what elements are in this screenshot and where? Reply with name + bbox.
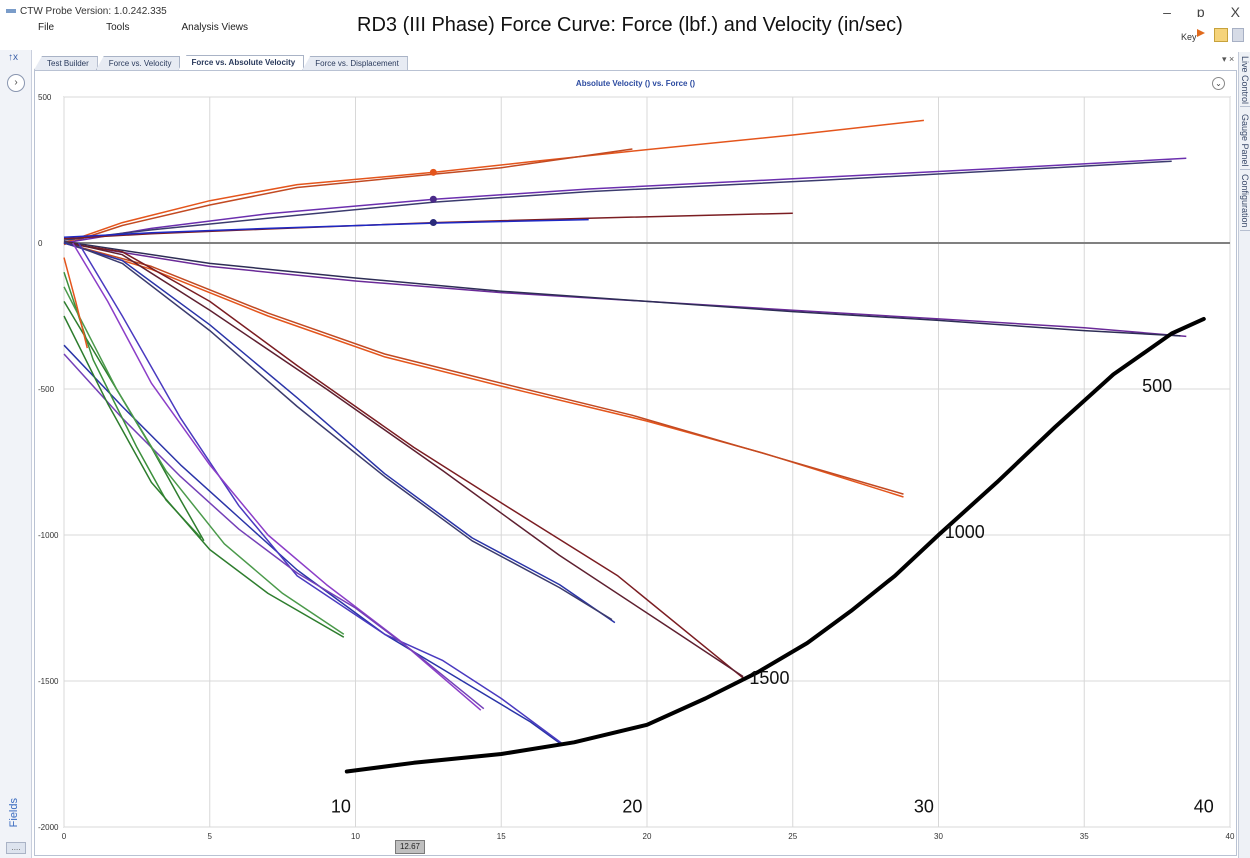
- y-tick-label: -2000: [38, 823, 59, 832]
- annotation-label: 30: [914, 796, 934, 816]
- series-line-4: [63, 160, 1172, 241]
- configuration-tab[interactable]: Configuration: [1240, 172, 1250, 231]
- restore-button[interactable]: ɒ: [1196, 4, 1205, 20]
- live-control-tab[interactable]: Live Control: [1240, 54, 1250, 108]
- series-line-13: [63, 242, 616, 624]
- series-line-8: [63, 240, 1181, 337]
- chart-panel: [34, 70, 1237, 856]
- x-tick-label: 0: [62, 832, 67, 841]
- series-line-2: [63, 148, 633, 246]
- pin-icon[interactable]: ↑x: [8, 52, 18, 63]
- series-line-10: [63, 242, 904, 495]
- annotation-label: 1000: [945, 522, 985, 542]
- series-line-7: [63, 242, 1187, 338]
- x-tick-label: 25: [788, 832, 797, 841]
- gauge-panel-tab[interactable]: Gauge Panel: [1240, 112, 1250, 170]
- app-title-text: CTW Probe Version: 1.0.242.335: [20, 6, 167, 17]
- annotations: 500 1000 1500 10 20 30 40: [331, 376, 1214, 816]
- series-line-15: [63, 344, 563, 746]
- series-marker-3: [429, 219, 437, 227]
- series-line-14: [63, 240, 613, 621]
- menu-file[interactable]: File: [38, 22, 55, 33]
- x-tick-label: 40: [1226, 832, 1235, 841]
- series-line-3: [63, 157, 1187, 244]
- app-title: CTW Probe Version: 1.0.242.335: [6, 6, 167, 17]
- right-panel: [1238, 52, 1250, 858]
- menu-tools[interactable]: Tools: [106, 22, 130, 33]
- close-button[interactable]: X: [1230, 4, 1240, 20]
- series-line-11: [63, 242, 744, 679]
- series-line-16: [77, 242, 563, 745]
- y-tick-label: -500: [38, 385, 55, 394]
- y-tick-label: 0: [38, 239, 43, 248]
- cursor-readout[interactable]: 12.67: [395, 840, 425, 854]
- annotation-label: 10: [331, 796, 351, 816]
- view-tabs: Test Builder Force vs. Velocity Force vs…: [34, 55, 408, 70]
- x-tick-label: 15: [497, 832, 506, 841]
- chart-title: Absolute Velocity () vs. Force (): [575, 79, 696, 88]
- annotation-label: 500: [1142, 376, 1172, 396]
- minimize-button[interactable]: –: [1163, 4, 1171, 20]
- x-tick-label: 5: [208, 832, 213, 841]
- tab-menu-icons[interactable]: ▾ ×: [1222, 54, 1235, 64]
- chart-grid: [63, 96, 1231, 828]
- annotation-label: 40: [1194, 796, 1214, 816]
- annotation-curve: [344, 316, 1206, 774]
- series-line-18: [63, 353, 485, 710]
- toolbar-save-icon[interactable]: [1214, 28, 1228, 42]
- annotation-label: 1500: [749, 668, 789, 688]
- x-axis-ticks: 0 5 10 15 20 25 30 35 40: [62, 832, 1235, 841]
- app-logo-icon: [6, 9, 16, 14]
- overlay-title: RD3 (III Phase) Force Curve: Force (lbf.…: [357, 14, 903, 36]
- left-panel: [0, 50, 32, 858]
- x-tick-label: 30: [934, 832, 943, 841]
- chart-series: [63, 119, 1187, 746]
- series-line-23: [63, 257, 89, 349]
- chart-markers: [429, 168, 437, 227]
- x-tick-label: 10: [351, 832, 360, 841]
- y-axis-ticks: 500 0 -500 -1000 -1500 -2000: [38, 93, 59, 832]
- menu-analysis-views[interactable]: Analysis Views: [181, 22, 248, 33]
- flag-icon[interactable]: [1197, 29, 1205, 37]
- toolbar-document-icon[interactable]: [1232, 28, 1244, 42]
- y-tick-label: 500: [38, 93, 52, 102]
- expand-panel-button[interactable]: ›: [7, 74, 25, 92]
- x-tick-label: 35: [1080, 832, 1089, 841]
- series-line-20: [63, 271, 202, 539]
- chart-collapse-button[interactable]: ⌄: [1212, 77, 1225, 90]
- annotation-curve-line: [344, 316, 1206, 774]
- series-line-12: [63, 240, 744, 678]
- series-line-21: [63, 315, 345, 638]
- series-marker-2: [429, 195, 437, 203]
- y-tick-label: -1000: [38, 531, 59, 540]
- left-panel-more-button[interactable]: ....: [6, 842, 26, 854]
- menu-bar: File Tools Analysis Views: [38, 22, 300, 38]
- annotation-label: 20: [622, 796, 642, 816]
- series-line-22: [63, 286, 345, 635]
- window-controls: – ɒ X: [1163, 4, 1240, 20]
- series-marker-1: [429, 168, 437, 176]
- series-line-17: [72, 242, 482, 711]
- y-tick-label: -1500: [38, 677, 59, 686]
- x-tick-label: 20: [643, 832, 652, 841]
- series-line-6: [63, 218, 589, 238]
- key-label: Key: [1181, 32, 1197, 42]
